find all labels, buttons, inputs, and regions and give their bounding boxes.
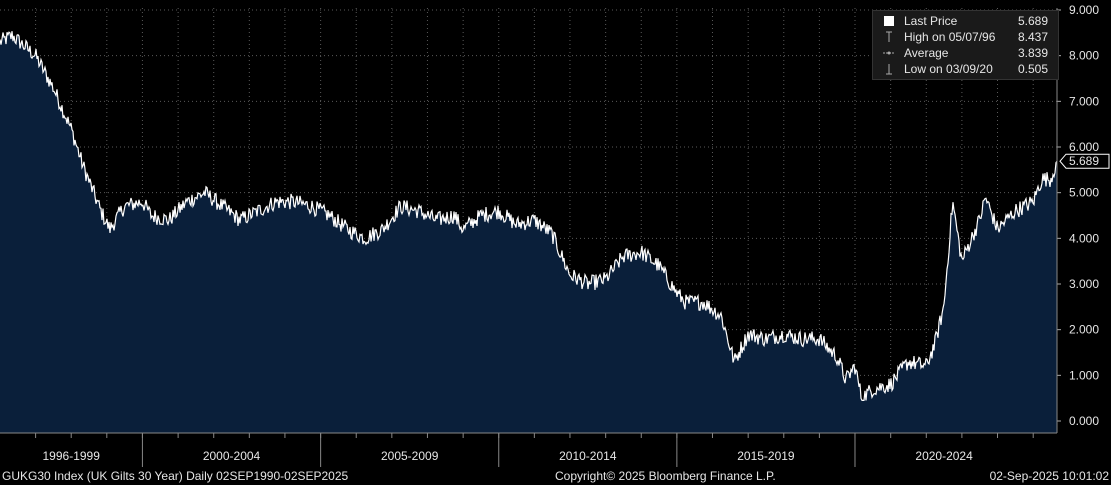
legend-label: Last Price — [904, 14, 958, 28]
area-layer — [0, 31, 1058, 433]
x-tick-label: 1996-1999 — [43, 449, 101, 463]
axis-layer: 0.000 1.000 2.000 3.000 4.000 5.000 6.000 7.000… — [0, 3, 1110, 467]
current-value-label: 5.689 — [1069, 154, 1099, 168]
legend-label: High on 05/07/96 — [904, 30, 996, 44]
low-marker-icon — [883, 63, 895, 75]
series-line — [0, 31, 1058, 401]
legend-value: 3.839 — [1017, 46, 1048, 60]
legend-value: 5.689 — [1017, 14, 1048, 28]
series-area-fill — [0, 31, 1057, 433]
legend-high: High on 05/07/96 8.437 — [873, 29, 1058, 45]
x-tick-label: 2010-2014 — [559, 449, 617, 463]
stats-legend: Last Price 5.689 High on 05/07/96 8.437 … — [872, 10, 1059, 80]
y-tick-label: 0.000 — [1069, 414, 1099, 428]
footer-ticker: GUKG30 Index (UK Gilts 30 Year) Daily 02… — [2, 469, 349, 483]
y-tick-label: 4.000 — [1069, 231, 1099, 245]
y-tick-label: 1.000 — [1069, 368, 1099, 382]
current-value-box — [1059, 153, 1110, 169]
footer-copyright: Copyright© 2025 Bloomberg Finance L.P. — [555, 469, 776, 483]
legend-value: 0.505 — [1017, 62, 1048, 76]
x-tick-label: 2000-2004 — [203, 449, 261, 463]
y-tick-label: 9.000 — [1069, 3, 1099, 17]
y-tick-label: 2.000 — [1069, 323, 1099, 337]
legend-last-price: Last Price 5.689 — [873, 13, 1058, 29]
footer-timestamp: 02-Sep-2025 10:01:02 — [989, 469, 1109, 483]
legend-low: Low on 03/09/20 0.505 — [873, 61, 1058, 77]
current-value-tag: 5.689 — [1059, 153, 1110, 169]
last-price-square-icon — [883, 15, 895, 27]
high-marker-icon — [883, 31, 895, 43]
y-tick-label: 6.000 — [1069, 140, 1099, 154]
legend-label: Low on 03/09/20 — [904, 62, 993, 76]
y-tick-label: 7.000 — [1069, 94, 1099, 108]
legend-average: Average 3.839 — [873, 45, 1058, 61]
average-line-icon — [883, 47, 895, 59]
y-tick-label: 5.000 — [1069, 186, 1099, 200]
legend-label: Average — [904, 46, 949, 60]
x-tick-label: 2020-2024 — [915, 449, 973, 463]
x-tick-label: 2005-2009 — [381, 449, 439, 463]
x-tick-label: 2015-2019 — [737, 449, 795, 463]
y-tick-label: 3.000 — [1069, 277, 1099, 291]
legend-value: 8.437 — [1017, 30, 1048, 44]
y-tick-label: 8.000 — [1069, 49, 1099, 63]
price-chart: 0.000 1.000 2.000 3.000 4.000 5.000 6.000 7.000… — [0, 3, 1110, 467]
